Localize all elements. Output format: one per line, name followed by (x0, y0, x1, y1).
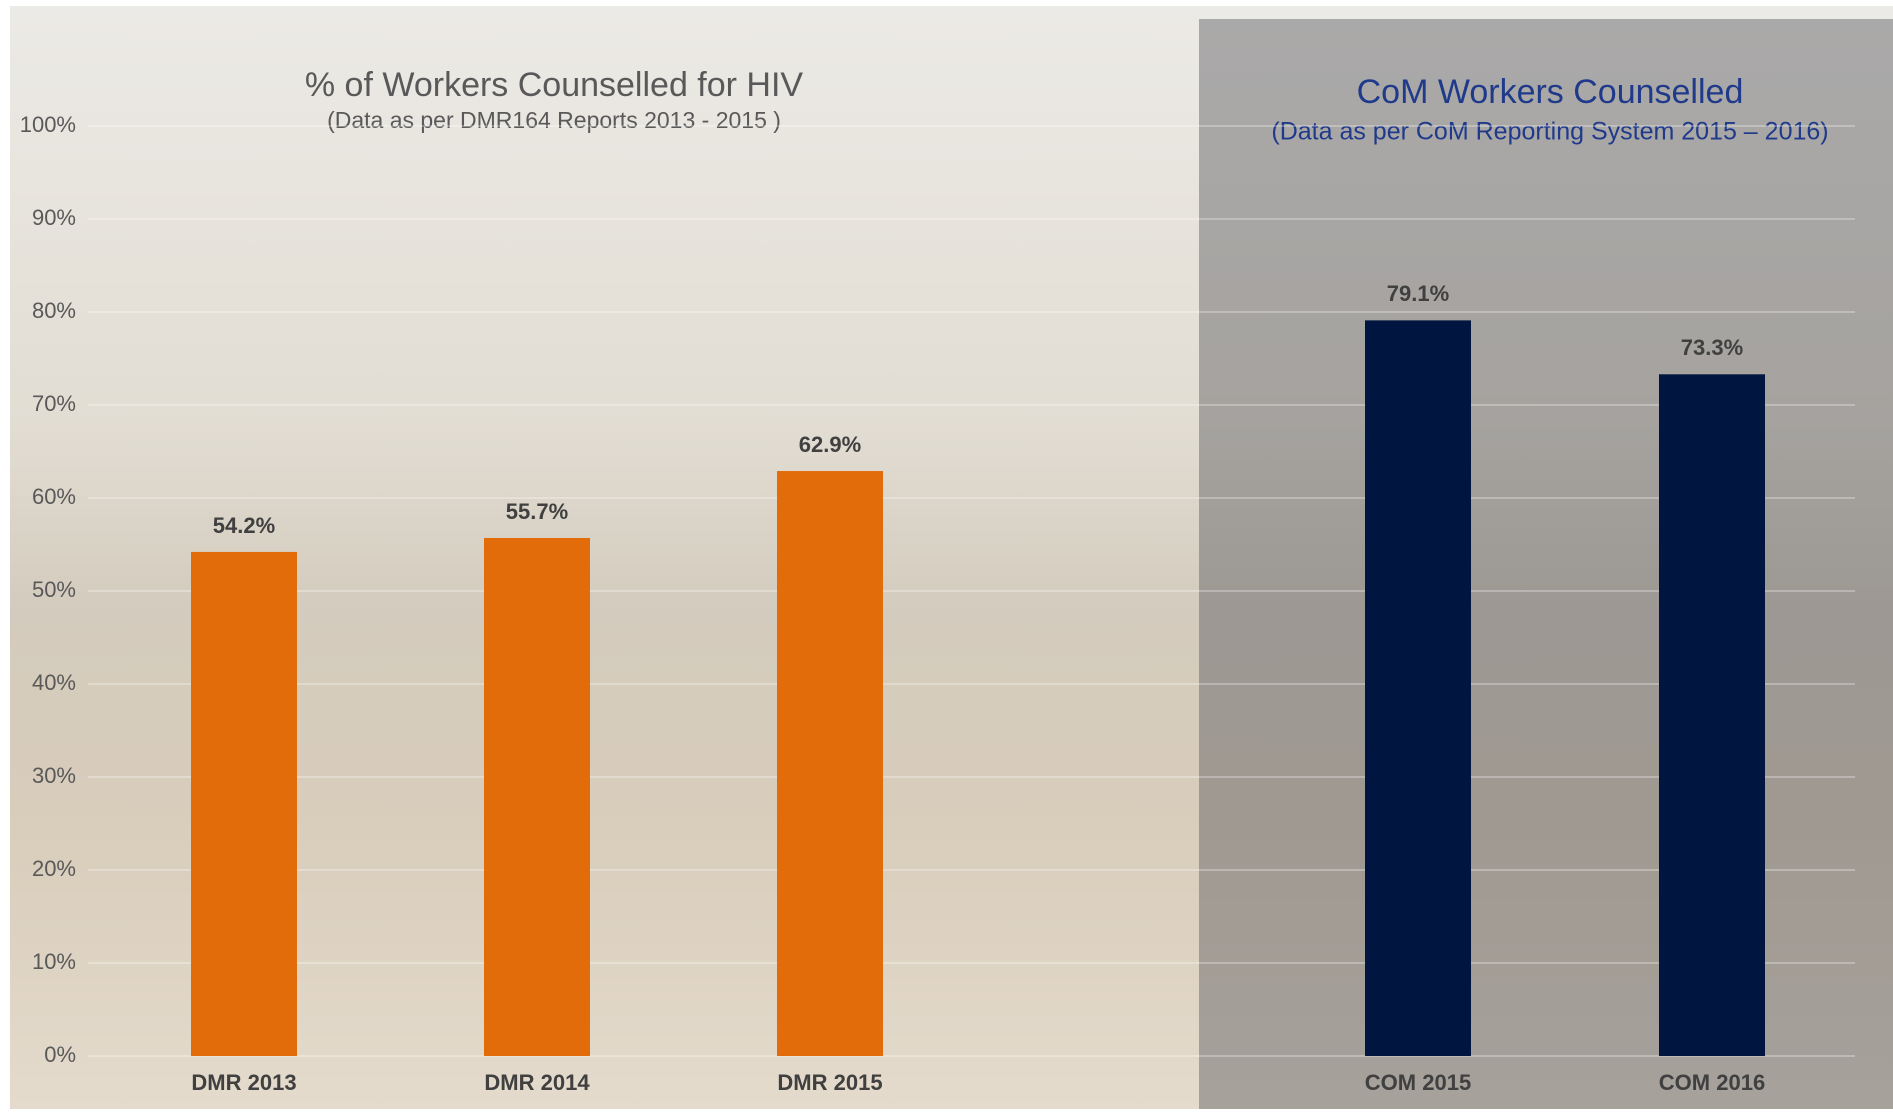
y-tick-label: 30% (32, 763, 76, 788)
bar (1659, 374, 1765, 1056)
y-tick-label: 40% (32, 670, 76, 695)
bar (484, 537, 590, 1056)
x-tick-label: DMR 2015 (777, 1070, 882, 1095)
panel-title: CoM Workers Counselled (1357, 73, 1744, 111)
y-tick-label: 20% (32, 856, 76, 881)
photo-background (10, 6, 1893, 1109)
y-tick-label: 90% (32, 205, 76, 230)
x-tick-label: DMR 2014 (484, 1070, 590, 1095)
bar (1365, 320, 1471, 1056)
panel-subtitle: (Data as per CoM Reporting System 2015 –… (1271, 118, 1828, 146)
y-tick-label: 10% (32, 949, 76, 974)
com-panel (1199, 19, 1893, 1109)
value-label: 55.7% (506, 499, 568, 524)
y-tick-label: 0% (44, 1042, 76, 1067)
x-tick-label: DMR 2013 (191, 1070, 296, 1095)
value-label: 54.2% (213, 513, 275, 538)
bar (191, 551, 297, 1056)
x-tick-label: COM 2016 (1659, 1070, 1765, 1095)
y-tick-label: 50% (32, 577, 76, 602)
y-tick-label: 70% (32, 391, 76, 416)
bar (777, 471, 883, 1056)
chart-subtitle: (Data as per DMR164 Reports 2013 - 2015 … (327, 107, 781, 133)
y-tick-label: 100% (20, 112, 76, 137)
y-tick-label: 80% (32, 298, 76, 323)
value-label: 62.9% (799, 432, 861, 457)
x-tick-label: COM 2015 (1365, 1070, 1471, 1095)
chart-title: % of Workers Counselled for HIV (305, 66, 804, 104)
value-label: 73.3% (1681, 335, 1743, 360)
y-tick-label: 60% (32, 484, 76, 509)
value-label: 79.1% (1387, 281, 1449, 306)
